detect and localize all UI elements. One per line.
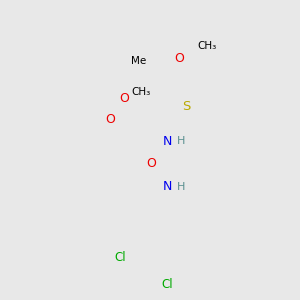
Text: O: O [147,157,157,170]
Text: CH₃: CH₃ [197,41,217,51]
Text: H: H [177,136,186,146]
Text: O: O [105,112,115,126]
Text: N: N [163,135,172,148]
Text: O: O [119,92,129,105]
Text: Me: Me [131,56,147,66]
Text: Cl: Cl [162,278,173,291]
Text: CH₃: CH₃ [132,87,151,97]
Circle shape [0,0,300,273]
Text: H: H [177,182,186,191]
Circle shape [0,27,300,300]
Text: Cl: Cl [114,250,126,264]
Circle shape [0,0,300,288]
Text: S: S [182,100,190,113]
Text: O: O [174,52,184,65]
Text: N: N [163,180,172,193]
